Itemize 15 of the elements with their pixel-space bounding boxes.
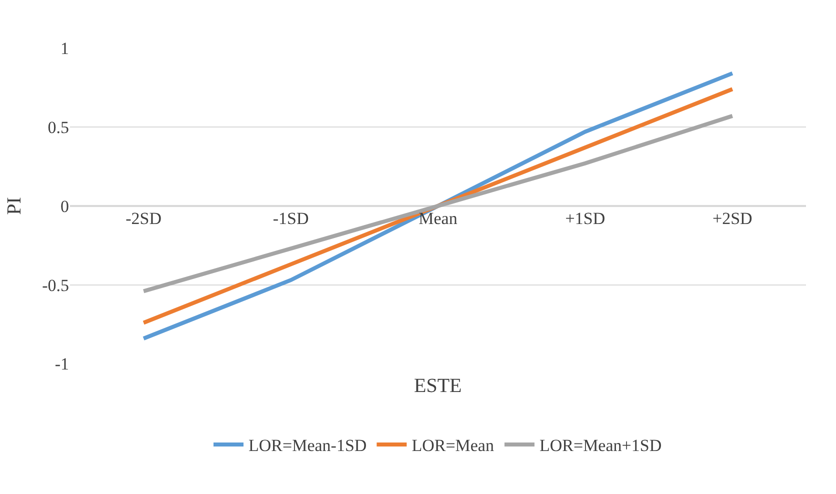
legend-label: LOR=Mean+1SD <box>539 436 662 456</box>
x-tick-label: Mean <box>418 208 458 228</box>
y-axis-title: PI <box>4 197 26 215</box>
y-tick-label: -0.5 <box>42 276 69 295</box>
y-tick-label: 0 <box>60 196 69 216</box>
legend-label: LOR=Mean <box>412 436 494 456</box>
y-tick-label: 1 <box>60 39 69 58</box>
y-tick-label: -1 <box>54 354 69 374</box>
x-tick-label: -2SD <box>126 208 162 228</box>
y-tick-label: 0.5 <box>48 118 69 137</box>
x-tick-label: +1SD <box>565 208 606 228</box>
legend-label: LOR=Mean-1SD <box>248 436 367 456</box>
x-tick-label: +2SD <box>712 208 752 228</box>
x-tick-label: -1SD <box>272 208 309 228</box>
x-axis-title: ESTE <box>414 375 462 397</box>
